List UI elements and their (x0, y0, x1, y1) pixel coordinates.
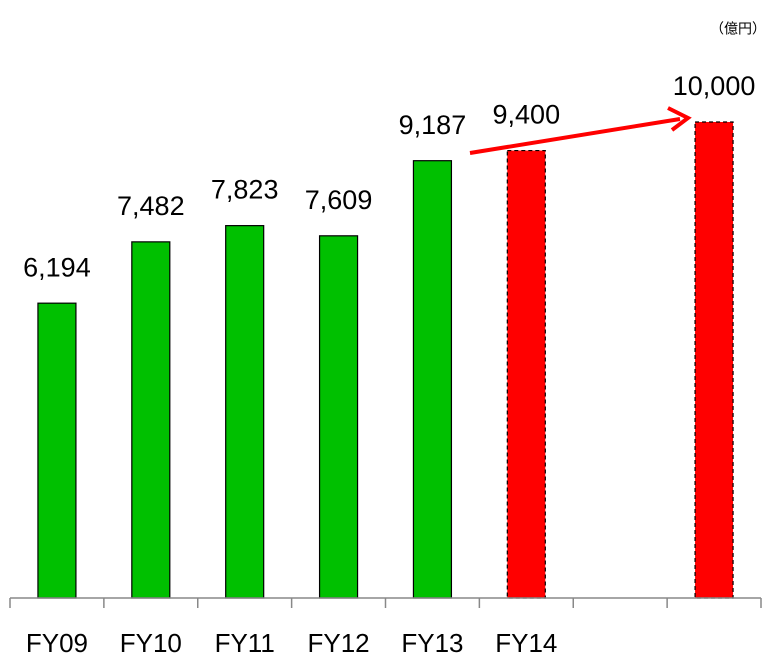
bar (694, 121, 734, 599)
x-tick-label: FY13 (401, 628, 463, 658)
value-label: 7,482 (117, 191, 185, 221)
value-label: 9,400 (493, 100, 561, 130)
bar (506, 149, 546, 599)
x-tick-label: FY12 (307, 628, 369, 658)
trend-arrow (469, 106, 692, 155)
unit-label: （億円） (710, 21, 766, 37)
x-tick-label: FY11 (215, 628, 275, 658)
x-tick-label: FY10 (120, 628, 182, 658)
value-label: 6,194 (23, 252, 91, 282)
arrow-head (667, 106, 692, 132)
value-label: 10,000 (673, 71, 756, 101)
value-label: 7,609 (305, 185, 373, 215)
x-tick-label: FY09 (26, 628, 88, 658)
value-label: 7,823 (211, 175, 279, 205)
bar (37, 302, 77, 599)
bar (225, 225, 265, 599)
bar (131, 241, 171, 599)
x-tick-label: FY14 (495, 628, 557, 658)
bar (412, 160, 453, 599)
bar (318, 235, 359, 599)
arrow-shaft (469, 117, 681, 155)
value-label: 9,187 (399, 110, 467, 140)
